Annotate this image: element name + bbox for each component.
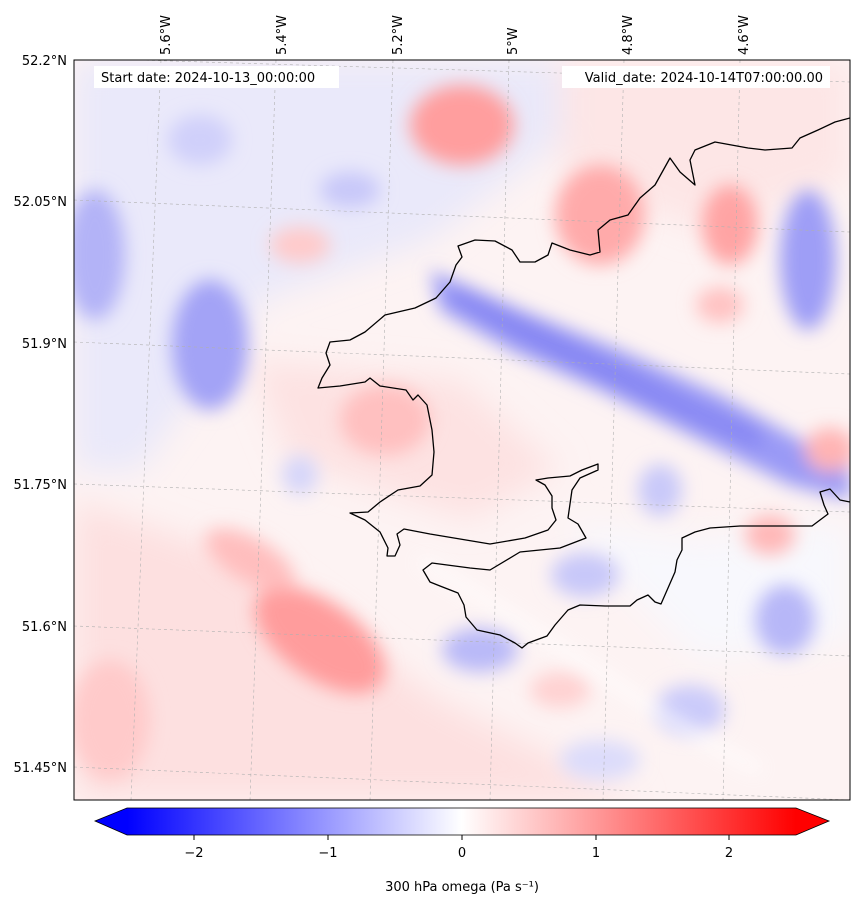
start-date-label: Start date: 2024-10-13_00:00:00 xyxy=(101,71,315,86)
lon-label: 5.2°W xyxy=(391,15,406,55)
lat-label: 52.05°N xyxy=(14,195,67,210)
omega-field xyxy=(74,60,850,800)
valid-date-label: Valid_date: 2024-10-14T07:00:00.00 xyxy=(585,71,823,86)
colorbar-ticks xyxy=(193,835,730,840)
colorbar-tick-label: 2 xyxy=(725,846,733,861)
lat-label: 51.9°N xyxy=(22,337,67,352)
colorbar-tick-labels: −2 −1 0 1 2 xyxy=(184,846,733,861)
colorbar-label: 300 hPa omega (Pa s⁻¹) xyxy=(385,880,539,895)
lon-label: 5°W xyxy=(506,27,521,55)
colorbar-gradient xyxy=(127,808,796,835)
lat-label: 51.45°N xyxy=(14,761,67,776)
lon-label: 5.4°W xyxy=(275,15,290,55)
lat-tick-labels: 52.2°N 52.05°N 51.9°N 51.75°N 51.6°N 51.… xyxy=(14,54,67,776)
start-date-box: Start date: 2024-10-13_00:00:00 xyxy=(94,66,339,88)
lon-label: 4.8°W xyxy=(621,15,636,55)
map-panel: Start date: 2024-10-13_00:00:00 Valid_da… xyxy=(14,15,851,801)
colorbar-tick-label: −2 xyxy=(184,846,203,861)
valid-date-box: Valid_date: 2024-10-14T07:00:00.00 xyxy=(562,66,830,88)
colorbar-extend-high xyxy=(796,808,829,835)
lon-label: 4.6°W xyxy=(737,15,752,55)
colorbar-tick-label: 1 xyxy=(592,846,600,861)
lat-label: 51.75°N xyxy=(14,478,67,493)
colorbar-tick-label: 0 xyxy=(458,846,466,861)
colorbar-tick-label: −1 xyxy=(318,846,337,861)
lat-label: 51.6°N xyxy=(22,620,67,635)
colorbar-extend-low xyxy=(95,808,127,835)
lon-label: 5.6°W xyxy=(159,15,174,55)
colorbar-outline xyxy=(93,807,831,836)
colorbar: −2 −1 0 1 2 300 hPa omega (Pa s⁻¹) xyxy=(93,807,831,895)
lat-label: 52.2°N xyxy=(22,54,67,69)
map-frame xyxy=(73,59,851,801)
coastline xyxy=(317,117,850,649)
lon-tick-labels: 5.6°W 5.4°W 5.2°W 5°W 4.8°W 4.6°W xyxy=(159,15,752,55)
